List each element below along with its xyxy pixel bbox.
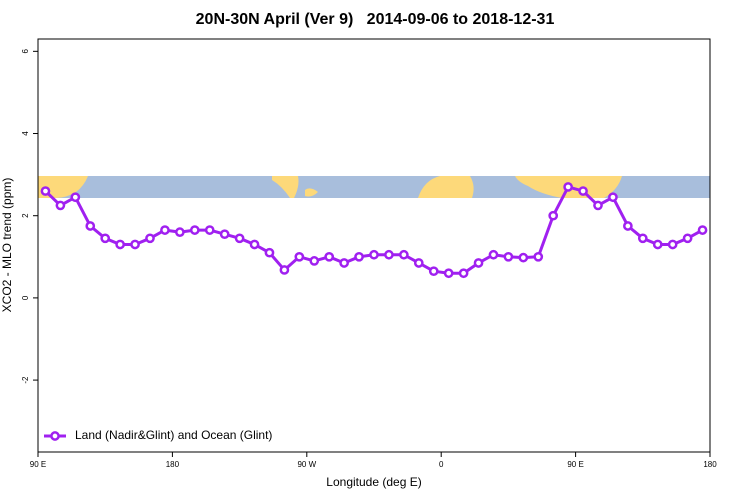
data-point — [175, 227, 185, 237]
data-point — [279, 265, 290, 275]
data-point — [608, 192, 618, 203]
data-point — [548, 210, 559, 221]
y-axis-label: XCO2 - MLO trend (ppm) — [0, 178, 14, 313]
data-point — [443, 268, 454, 279]
y-tick-label: -2 — [21, 376, 30, 384]
y-tick-label: 0 — [21, 295, 30, 300]
data-point — [533, 251, 544, 262]
data-point — [294, 251, 305, 262]
data-point — [518, 252, 529, 263]
x-tick-label: 90 E — [567, 460, 583, 469]
data-point — [339, 258, 349, 268]
chart-title: 20N-30N April (Ver 9) 2014-09-06 to 2018… — [196, 11, 555, 28]
x-axis-label: Longitude (deg E) — [326, 475, 421, 489]
data-point — [384, 249, 394, 260]
x-tick-label: 0 — [439, 460, 444, 469]
data-point — [219, 229, 230, 240]
data-point — [652, 239, 663, 250]
data-point — [160, 225, 170, 235]
data-point — [473, 258, 484, 268]
data-point — [697, 225, 708, 235]
x-tick-label: 90 W — [297, 460, 316, 469]
data-point — [264, 247, 275, 258]
map-strip — [38, 176, 710, 198]
data-point — [637, 233, 648, 244]
data-point — [563, 182, 573, 192]
data-point — [399, 249, 409, 260]
data-point — [593, 200, 603, 211]
data-point — [667, 239, 678, 250]
data-point — [578, 186, 588, 196]
x-tick-label: 90 E — [30, 460, 46, 469]
data-point — [204, 225, 215, 235]
data-point — [458, 268, 469, 279]
data-point — [100, 233, 111, 244]
data-point — [189, 225, 200, 235]
data-point — [503, 251, 514, 262]
data-point — [413, 258, 424, 268]
legend-marker — [50, 431, 60, 441]
data-point — [145, 233, 155, 244]
data-point — [682, 233, 693, 244]
y-tick-label: 2 — [21, 213, 30, 218]
data-line — [44, 185, 704, 275]
data-point — [70, 192, 81, 203]
data-point — [623, 221, 633, 231]
data-point — [115, 239, 125, 250]
data-point — [130, 239, 140, 250]
data-point — [85, 221, 96, 231]
data-point — [249, 239, 260, 250]
data-point — [309, 256, 320, 266]
data-point — [234, 233, 245, 244]
data-point — [40, 186, 51, 196]
data-point — [428, 266, 439, 277]
y-tick-label: 4 — [21, 131, 30, 136]
x-tick-label: 180 — [166, 460, 180, 469]
data-point — [369, 249, 379, 260]
x-tick-label: 180 — [703, 460, 717, 469]
data-point — [488, 249, 499, 260]
data-point — [55, 200, 66, 211]
plot-frame — [37, 38, 711, 453]
data-point — [354, 251, 364, 262]
y-tick-label: 6 — [21, 49, 30, 54]
legend-label: Land (Nadir&Glint) and Ocean (Glint) — [75, 428, 272, 442]
data-point — [324, 251, 335, 262]
